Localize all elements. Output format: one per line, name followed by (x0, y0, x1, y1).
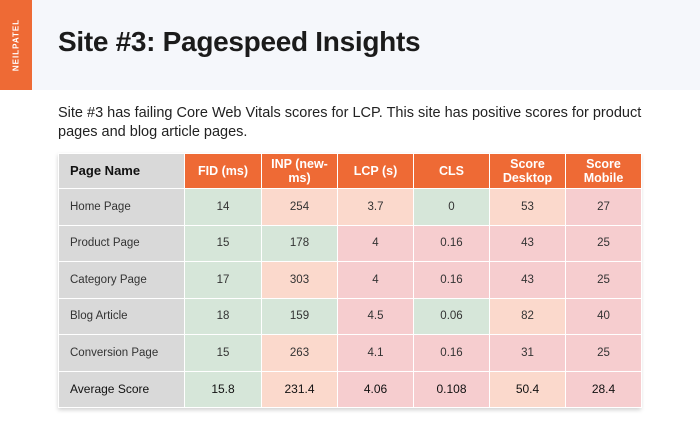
cell-lcp: 4 (337, 261, 414, 299)
row-label-page-name: Category Page (58, 261, 185, 299)
page-title: Site #3: Pagespeed Insights (58, 26, 421, 57)
row-label-page-name: Blog Article (58, 297, 185, 335)
cell-inp: 159 (261, 297, 338, 335)
cell-fid: 15.8 (184, 370, 262, 408)
cell-cls: 0.16 (413, 261, 490, 299)
cell-fid: 14 (184, 188, 262, 226)
cell-inp: 263 (261, 334, 338, 372)
cell-score-desktop: 43 (489, 224, 566, 262)
cell-score-desktop: 43 (489, 261, 566, 299)
cell-cls: 0.16 (413, 224, 490, 262)
score-desktop-header-text: Score Desktop (502, 157, 553, 185)
row-label-page-name: Product Page (58, 224, 185, 262)
brand-logo-text: NEILPATEL (11, 18, 21, 72)
table-row: Blog Article 18 159 4.5 0.06 82 40 (58, 297, 642, 335)
cell-inp: 303 (261, 261, 338, 299)
cell-score-mobile: 28.4 (565, 370, 642, 408)
column-header-lcp: LCP (s) (337, 153, 414, 189)
cell-fid: 17 (184, 261, 262, 299)
cell-lcp: 3.7 (337, 188, 414, 226)
table-row: Product Page 15 178 4 0.16 43 25 (58, 224, 642, 262)
cell-score-mobile: 25 (565, 224, 642, 262)
column-header-inp: INP (new-ms) (261, 153, 338, 189)
table-row: Average Score 15.8 231.4 4.06 0.108 50.4 28.4 (58, 370, 642, 408)
pagespeed-table-container: Page Name FID (ms) INP (new-ms) LCP (s) … (58, 153, 642, 408)
column-header-fid: FID (ms) (184, 153, 262, 189)
table-header-row: Page Name FID (ms) INP (new-ms) LCP (s) … (58, 153, 642, 189)
row-label-page-name: Average Score (58, 370, 185, 408)
cell-score-mobile: 27 (565, 188, 642, 226)
table-row: Conversion Page 15 263 4.1 0.16 31 25 (58, 334, 642, 372)
table-row: Home Page 14 254 3.7 0 53 27 (58, 188, 642, 226)
column-header-cls: CLS (413, 153, 490, 189)
cell-score-desktop: 82 (489, 297, 566, 335)
column-header-page-name: Page Name (58, 153, 185, 189)
intro-paragraph: Site #3 has failing Core Web Vitals scor… (58, 105, 642, 140)
cell-score-desktop: 53 (489, 188, 566, 226)
cell-fid: 15 (184, 224, 262, 262)
cell-lcp: 4 (337, 224, 414, 262)
cell-fid: 15 (184, 334, 262, 372)
cell-lcp: 4.06 (337, 370, 414, 408)
table-row: Category Page 17 303 4 0.16 43 25 (58, 261, 642, 299)
header-band (0, 0, 700, 90)
cell-inp: 254 (261, 188, 338, 226)
cell-cls: 0 (413, 188, 490, 226)
row-label-page-name: Home Page (58, 188, 185, 226)
cell-score-desktop: 31 (489, 334, 566, 372)
cell-score-desktop: 50.4 (489, 370, 566, 408)
column-header-score-desktop: Score Desktop (489, 153, 566, 189)
inp-header-line: INP (new-ms) (271, 157, 328, 185)
cell-inp: 231.4 (261, 370, 338, 408)
brand-tab: NEILPATEL (0, 0, 32, 90)
cell-fid: 18 (184, 297, 262, 335)
table-body: Home Page 14 254 3.7 0 53 27 Product Page 15 178 4… (58, 188, 642, 408)
row-label-page-name: Conversion Page (58, 334, 185, 372)
cell-lcp: 4.1 (337, 334, 414, 372)
cell-cls: 0.06 (413, 297, 490, 335)
score-mobile-header-text: Score Mobile (583, 157, 624, 185)
pagespeed-table: Page Name FID (ms) INP (new-ms) LCP (s) … (58, 153, 642, 408)
cell-lcp: 4.5 (337, 297, 414, 335)
cell-score-mobile: 40 (565, 297, 642, 335)
cell-cls: 0.16 (413, 334, 490, 372)
cell-inp: 178 (261, 224, 338, 262)
cell-score-mobile: 25 (565, 334, 642, 372)
column-header-score-mobile: Score Mobile (565, 153, 642, 189)
cell-cls: 0.108 (413, 370, 490, 408)
cell-score-mobile: 25 (565, 261, 642, 299)
